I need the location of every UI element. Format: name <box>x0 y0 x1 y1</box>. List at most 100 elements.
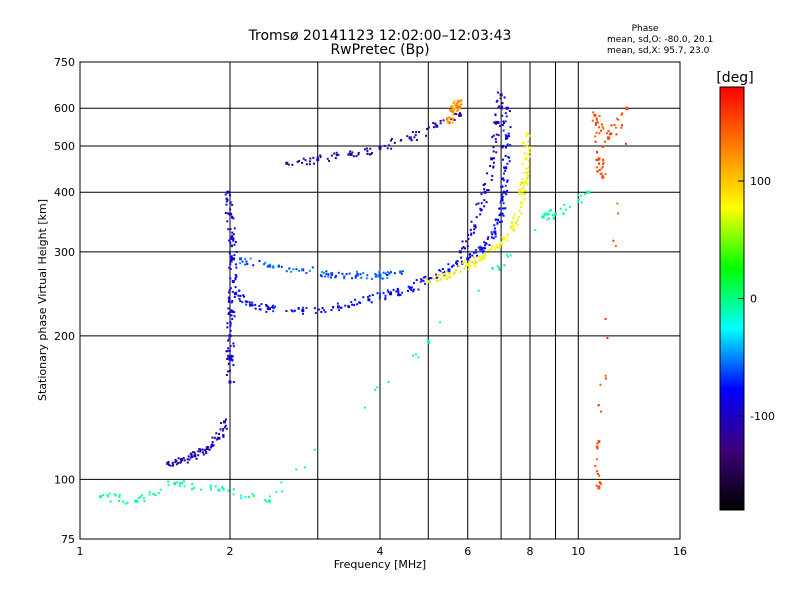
data-point-spread <box>227 228 230 231</box>
data-point-spread <box>390 138 393 141</box>
data-point-spread <box>370 152 373 155</box>
data-point-spread <box>272 265 275 268</box>
data-point-spread <box>272 310 275 313</box>
data-point <box>625 106 629 110</box>
data-point-spread <box>228 194 231 197</box>
data-point-spread <box>604 317 607 320</box>
data-point-spread <box>602 158 605 161</box>
data-point-spread <box>469 265 472 268</box>
data-point <box>490 157 494 161</box>
data-point-spread <box>381 277 384 280</box>
data-point-spread <box>293 309 296 312</box>
data-point <box>173 482 177 486</box>
data-point-spread <box>334 157 337 160</box>
data-point-spread <box>216 437 219 440</box>
data-point-spread <box>233 227 236 230</box>
data-point-spread <box>477 202 480 205</box>
data-point-spread <box>226 322 229 325</box>
data-point-spread <box>227 339 230 342</box>
data-point-spread <box>356 303 359 306</box>
data-point-spread <box>480 209 483 212</box>
data-point-spread <box>223 488 226 491</box>
data-point-spread <box>234 286 237 289</box>
data-point-spread <box>486 189 489 192</box>
data-point <box>355 273 359 277</box>
data-point-spread <box>600 167 603 170</box>
data-point-spread <box>417 356 420 359</box>
data-point-spread <box>355 155 358 158</box>
data-point-spread <box>229 369 232 372</box>
data-point-spread <box>456 106 459 109</box>
data-point-spread <box>596 150 599 153</box>
data-point-spread <box>509 254 512 257</box>
data-point-spread <box>218 433 221 436</box>
data-point-spread <box>225 373 228 376</box>
data-point-spread <box>449 121 452 124</box>
data-point-spread <box>233 243 236 246</box>
colorbar-label: [deg] <box>716 70 753 86</box>
data-point-spread <box>415 131 418 134</box>
data-point-spread <box>598 162 601 165</box>
data-point-spread <box>496 91 499 94</box>
data-point-spread <box>498 214 501 217</box>
data-point <box>597 157 601 161</box>
data-point-spread <box>222 434 225 437</box>
data-point-spread <box>472 262 475 265</box>
data-point-spread <box>229 201 232 204</box>
data-point-spread <box>246 300 249 303</box>
data-point-spread <box>414 134 417 137</box>
series-scattered-high-frequency-echoes <box>591 106 629 490</box>
data-point-spread <box>230 235 233 238</box>
data-point-spread <box>447 276 450 279</box>
data-point-spread <box>179 457 182 460</box>
data-point-spread <box>543 213 546 216</box>
data-point-spread <box>239 299 242 302</box>
data-point-spread <box>379 292 382 295</box>
data-point-spread <box>491 136 494 139</box>
data-point-spread <box>390 271 393 274</box>
data-point <box>458 113 462 117</box>
data-point-spread <box>291 163 294 166</box>
data-point-spread <box>449 106 452 109</box>
data-point-spread <box>496 99 499 102</box>
data-point-spread <box>526 183 529 186</box>
data-point-spread <box>614 126 617 129</box>
data-point-spread <box>495 140 498 143</box>
data-point-spread <box>494 113 497 116</box>
data-point-spread <box>594 464 597 467</box>
data-point-spread <box>343 277 346 280</box>
data-point-spread <box>483 256 486 259</box>
data-point-spread <box>197 450 200 453</box>
data-point-spread <box>483 252 486 255</box>
data-point-spread <box>333 152 336 155</box>
data-point-spread <box>375 273 378 276</box>
data-point <box>597 440 601 444</box>
data-point-spread <box>526 144 529 147</box>
data-point-spread <box>345 273 348 276</box>
data-point-spread <box>604 374 607 377</box>
data-point-spread <box>489 248 492 251</box>
data-point-spread <box>486 172 489 175</box>
data-point-spread <box>359 302 362 305</box>
data-point-spread <box>487 236 490 239</box>
data-point <box>597 486 601 490</box>
data-point-spread <box>412 282 415 285</box>
data-point-spread <box>519 181 522 184</box>
data-point-spread <box>519 193 522 196</box>
data-point-spread <box>430 277 433 280</box>
data-point-spread <box>474 261 477 264</box>
data-point-spread <box>601 165 604 168</box>
data-point-spread <box>365 147 368 150</box>
data-point-spread <box>541 215 544 218</box>
data-point-spread <box>137 496 140 499</box>
data-point-spread <box>316 156 319 159</box>
data-point-spread <box>464 265 467 268</box>
data-point-spread <box>495 122 498 125</box>
data-point-spread <box>327 275 330 278</box>
data-point <box>228 334 232 338</box>
data-point-spread <box>106 494 109 497</box>
data-point-spread <box>317 308 320 311</box>
x-tick-label: 6 <box>464 545 471 558</box>
data-point-spread <box>274 305 277 308</box>
data-point <box>408 286 412 290</box>
